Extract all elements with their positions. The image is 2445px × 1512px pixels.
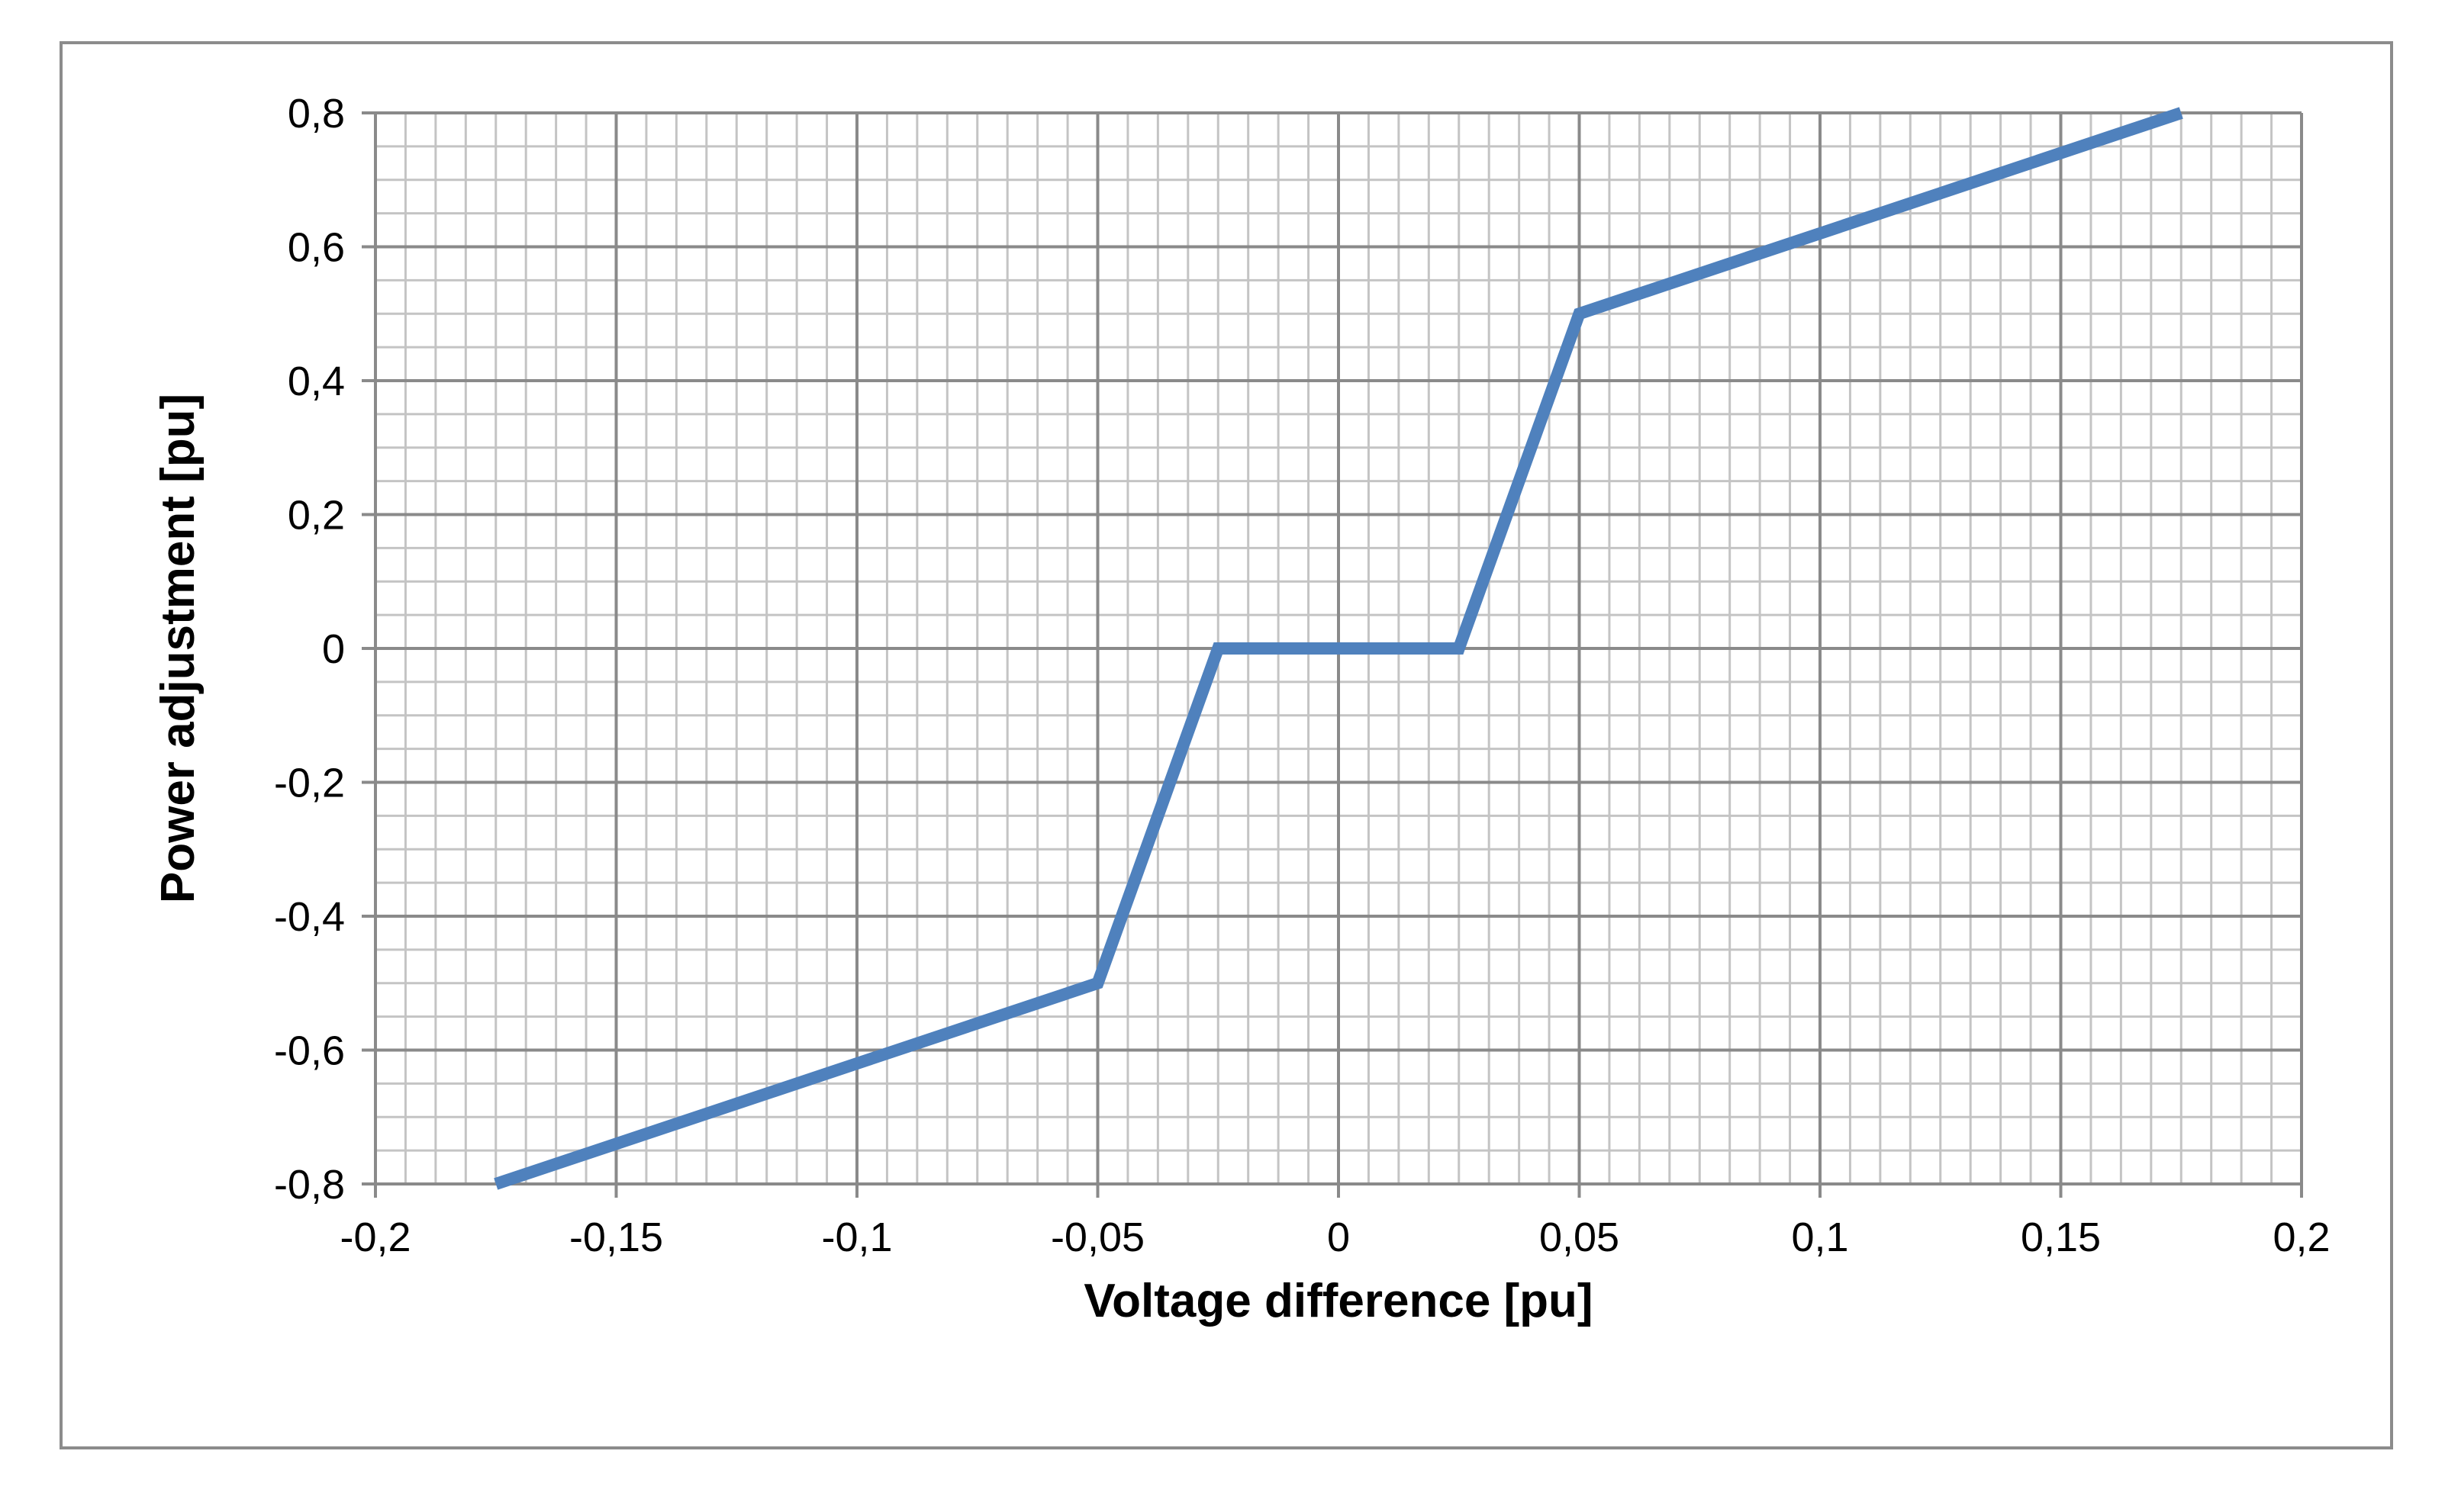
series-line bbox=[494, 107, 2183, 1190]
x-tick-label: 0,05 bbox=[1539, 1214, 1619, 1260]
x-axis-title: Voltage difference [pu] bbox=[1084, 1275, 1593, 1327]
y-tick-label: -0,6 bbox=[274, 1028, 345, 1074]
x-tick-label: 0,2 bbox=[2273, 1214, 2330, 1260]
y-tick-labels: 0,8 0,6 0,4 0,2 0 -0,2 -0,4 -0,6 -0,8 bbox=[274, 91, 345, 1208]
x-tick-label: 0,15 bbox=[2021, 1214, 2101, 1260]
y-tick-label: 0 bbox=[322, 626, 345, 672]
y-tick-label: -0,8 bbox=[274, 1162, 345, 1208]
x-tick-label: -0,1 bbox=[821, 1214, 892, 1260]
x-tick-labels: -0,2 -0,15 -0,1 -0,05 0 0,05 0,1 0,15 0,2 bbox=[340, 1214, 2330, 1260]
y-axis-title: Power adjustment [pu] bbox=[152, 394, 205, 903]
x-tick-label: 0,1 bbox=[1791, 1214, 1848, 1260]
x-tick-label: -0,15 bbox=[569, 1214, 663, 1260]
axes bbox=[362, 111, 2303, 1198]
y-tick-label: 0,4 bbox=[288, 359, 345, 404]
x-tick-label: 0 bbox=[1327, 1214, 1350, 1260]
y-tick-label: 0,8 bbox=[288, 91, 345, 137]
y-tick-label: -0,2 bbox=[274, 761, 345, 806]
y-tick-label: -0,4 bbox=[274, 894, 345, 940]
series-layer bbox=[494, 107, 2183, 1190]
chart-svg: 0,80,60,40,20-0,2-0,4-0,6-0,8 -0,2 -0,15-… bbox=[152, 91, 2331, 1327]
chart-area: 0,8 0,6 0,4 0,2 0 -0,2 -0,4 -0,6 -0,8 -0,2 -0,15-… bbox=[60, 41, 2393, 1449]
y-tick-label: 0,2 bbox=[288, 493, 345, 539]
x-tick-label: -0,05 bbox=[1051, 1214, 1145, 1260]
x-tick-label: -0,2 bbox=[340, 1214, 411, 1260]
y-tick-label: 0,6 bbox=[288, 225, 345, 271]
